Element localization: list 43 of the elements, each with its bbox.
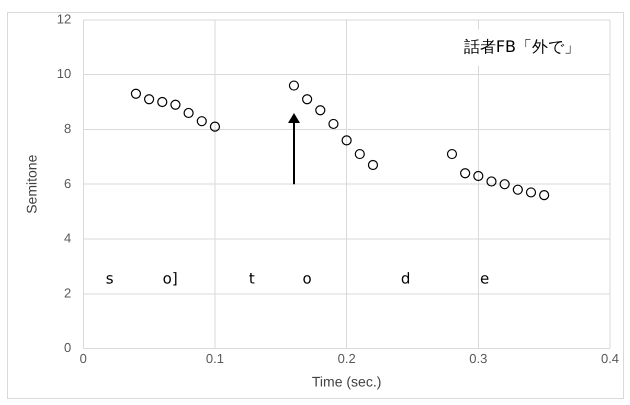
point (302, 94, 312, 104)
y-tick-label: 4 (64, 230, 72, 246)
x-tick-label: 0 (80, 350, 87, 366)
point (354, 148, 365, 160)
annotation: 話者FB「外で」 (464, 36, 580, 56)
y-axis-title: Semitone (23, 154, 40, 214)
annotation: s (106, 269, 114, 288)
annotation: t (248, 269, 255, 288)
point (446, 148, 458, 160)
y-tick-label: 10 (56, 66, 72, 82)
point (184, 108, 194, 118)
point (196, 116, 207, 126)
x-tick-label: 0.3 (469, 350, 488, 366)
point (130, 88, 142, 99)
y-tick-label: 2 (64, 285, 72, 300)
point (315, 105, 326, 116)
point (170, 100, 181, 110)
point (500, 179, 510, 190)
point (526, 187, 536, 198)
point (473, 170, 484, 182)
x-tick-label: 0.2 (338, 350, 356, 366)
y-tick-label: 8 (64, 120, 72, 136)
point (328, 118, 339, 130)
annotation: o] (162, 269, 178, 288)
x-axis-title: Time (sec.) (312, 373, 382, 390)
point (539, 190, 550, 200)
point (157, 96, 168, 108)
point (368, 160, 378, 170)
point (288, 80, 300, 91)
point (210, 122, 220, 132)
y-tick-label: 0 (64, 340, 72, 356)
point (342, 135, 352, 146)
x-tick-label: 0.4 (600, 350, 620, 366)
annotation: e (480, 269, 490, 288)
y-tick-label: 6 (64, 176, 72, 191)
point (144, 94, 154, 104)
point (460, 168, 470, 178)
y-tick-label: 12 (56, 11, 72, 26)
x-tick-label: 0.1 (206, 350, 224, 366)
point (512, 184, 523, 195)
annotation: o (302, 269, 312, 288)
annotation: d (400, 269, 410, 288)
point (486, 176, 497, 187)
